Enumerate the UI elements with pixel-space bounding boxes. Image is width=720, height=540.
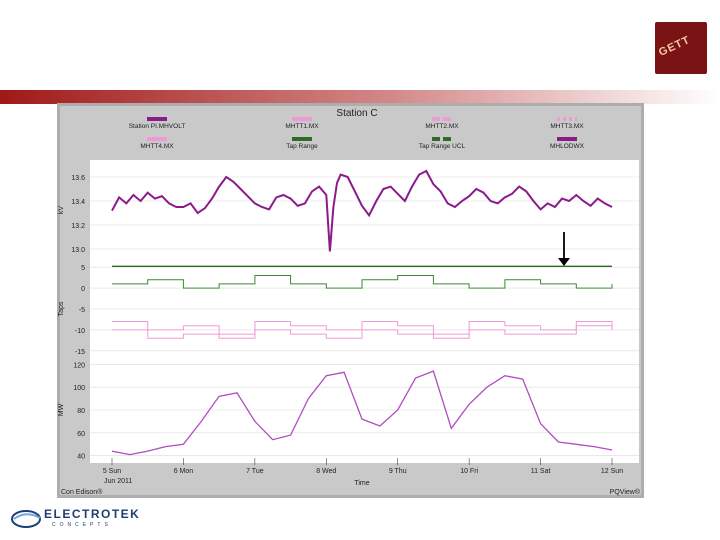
legend-label: Tap Range UCL — [419, 143, 466, 150]
y-tick-label: 100 — [73, 385, 85, 392]
legend-label: MHTT1.MX — [285, 123, 319, 130]
series-line — [111, 370, 613, 456]
y-tick-label: 13.0 — [71, 247, 85, 254]
y-tick-label: 5 — [81, 265, 85, 272]
series-line — [112, 321, 613, 335]
chart-title: Station C — [336, 108, 377, 119]
legend-label: MHTT4.MX — [140, 143, 174, 150]
y-tick-label: 80 — [77, 408, 85, 415]
legend-label: Tap Range — [286, 143, 318, 150]
chart-legend: Station PI.MHVOLT MHTT1.MX MHTT2.MX MHTT3.M… — [129, 117, 585, 150]
x-tick-label: 10 Fri — [460, 468, 478, 475]
x-tick-label: 11 Sat — [531, 468, 551, 475]
y-axis-label: kV — [58, 206, 65, 215]
corner-logo-text: GETT — [657, 33, 693, 59]
series-line — [112, 325, 613, 339]
y-tick-label: 13.6 — [71, 175, 85, 182]
x-tick-label: 12 Sun — [601, 468, 623, 475]
electrotek-subtitle: CONCEPTS — [52, 522, 112, 528]
x-tick-label: 5 Sun — [103, 468, 121, 475]
plot-area-mw — [90, 358, 639, 463]
x-tick-label: 6 Mon — [174, 468, 194, 475]
series-line — [112, 275, 613, 289]
y-tick-label: 13.4 — [71, 199, 85, 206]
footer-left: Con Edison® — [61, 488, 103, 496]
electrotek-wordmark: ELECTROTEK — [44, 507, 141, 521]
y-tick-label: 0 — [81, 286, 85, 293]
x-tick-label: 9 Thu — [389, 468, 407, 475]
legend-label: MHTT2.MX — [425, 123, 459, 130]
x-tick-labels: 5 Sun 6 Mon 7 Tue 8 Wed 9 Thu 10 Fri 11 Sat 12 … — [103, 458, 623, 475]
y-axis-label: MW — [58, 403, 65, 416]
series-line — [111, 169, 613, 252]
footer-right: PQView® — [610, 488, 641, 496]
y-tick-label: -5 — [79, 307, 85, 314]
y-tick-label: 40 — [77, 454, 85, 461]
chart-series — [111, 169, 613, 456]
y-axis-label: Taps — [58, 301, 65, 316]
legend-label: Station PI.MHVOLT — [129, 123, 186, 130]
x-tick-label: 8 Wed — [316, 468, 336, 475]
y-tick-label: 120 — [73, 362, 85, 369]
y-tick-label: 13.2 — [71, 223, 85, 230]
title-accent-bar — [0, 90, 720, 104]
corner-logo: GETT — [655, 22, 707, 74]
y-tick-label: -15 — [75, 349, 85, 356]
y-tick-label: -10 — [75, 328, 85, 335]
electrotek-logo-mark — [11, 510, 41, 528]
x-axis-label: Time — [354, 480, 369, 487]
x-tick-label: 7 Tue — [246, 468, 264, 475]
annotation-arrow — [558, 232, 570, 266]
pqview-chart: Station C Station PI.MHVOLT MHTT1.MX MHTT2… — [57, 103, 644, 498]
legend-label: MHTT3.MX — [550, 123, 584, 130]
x-sublabel: Jun 2011 — [104, 478, 132, 485]
legend-label: MHLODWX — [550, 143, 585, 150]
y-tick-labels: 13.6 13.4 13.2 13.0 5 0 -5 -10 -15 120 100 80 60 40 — [71, 175, 85, 461]
y-tick-label: 60 — [77, 431, 85, 438]
y-axis-labels: kV Taps MW — [58, 206, 65, 417]
